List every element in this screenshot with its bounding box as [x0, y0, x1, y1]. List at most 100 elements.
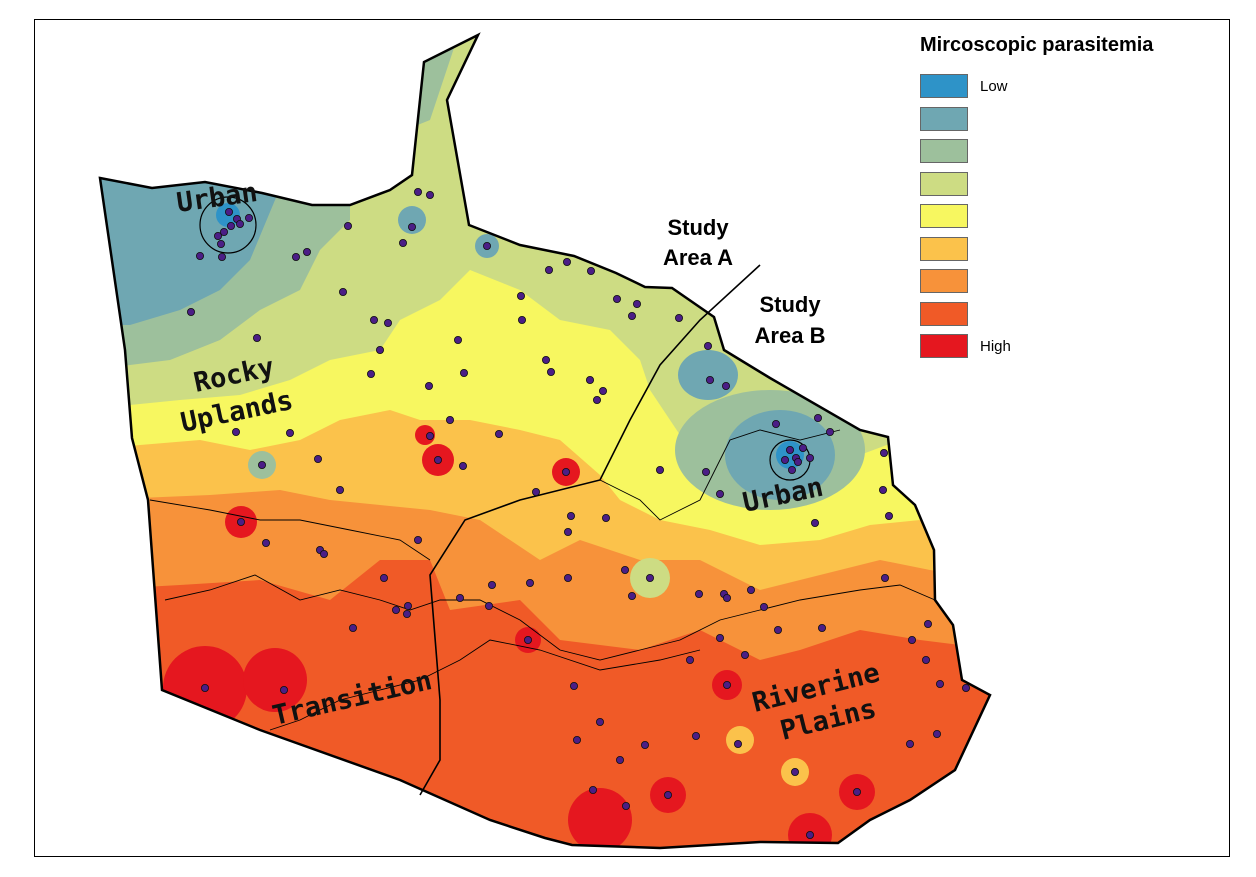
sample-point — [562, 467, 571, 476]
sample-point — [224, 207, 233, 216]
sample-point — [675, 313, 684, 322]
sample-point — [722, 381, 731, 390]
sample-point — [285, 428, 294, 437]
legend-swatch — [920, 139, 968, 163]
sample-point — [526, 579, 535, 588]
sample-point — [811, 519, 820, 528]
legend-class-1: Low — [920, 73, 1008, 99]
sample-point — [906, 740, 915, 749]
sample-point — [433, 455, 442, 464]
label-study-a-2: Area A — [663, 245, 733, 270]
sample-point — [586, 375, 595, 384]
sample-point — [599, 386, 608, 395]
label-study-b-1: Study — [759, 292, 821, 317]
sample-point — [383, 318, 392, 327]
sample-point — [279, 686, 288, 695]
sample-point — [407, 222, 416, 231]
sample-point — [302, 247, 311, 256]
sample-point — [686, 656, 695, 665]
sample-point — [564, 574, 573, 583]
sample-point — [924, 620, 933, 629]
sample-point — [257, 460, 266, 469]
sample-point — [747, 586, 756, 595]
label-study-a-1: Study — [667, 215, 729, 240]
sample-point — [252, 333, 261, 342]
sample-point — [723, 594, 732, 603]
sample-point — [217, 252, 226, 261]
sample-point — [628, 311, 637, 320]
sample-point — [236, 518, 245, 527]
legend-class-2 — [920, 106, 980, 132]
sample-point — [692, 732, 701, 741]
sample-point — [602, 514, 611, 523]
sample-point — [702, 467, 711, 476]
map-frame — [34, 19, 1230, 857]
sample-point — [291, 252, 300, 261]
sample-point — [563, 257, 572, 266]
sample-point — [774, 626, 783, 635]
sample-point — [760, 603, 769, 612]
sample-point — [622, 802, 631, 811]
sample-point — [706, 375, 715, 384]
sample-point — [589, 786, 598, 795]
sample-point — [880, 448, 889, 457]
legend-class-7 — [920, 268, 980, 294]
sample-point — [716, 634, 725, 643]
sample-point — [621, 566, 630, 575]
sample-point — [908, 636, 917, 645]
sample-point — [772, 419, 781, 428]
sample-point — [628, 592, 637, 601]
sample-point — [547, 367, 556, 376]
sample-point — [613, 294, 622, 303]
sample-point — [741, 651, 750, 660]
legend-label: High — [980, 337, 1011, 355]
sample-point — [375, 345, 384, 354]
sample-point — [799, 443, 808, 452]
sample-point — [338, 287, 347, 296]
sample-point — [213, 231, 222, 240]
legend-swatch — [920, 236, 968, 261]
legend-swatch — [920, 301, 968, 326]
sample-point — [458, 461, 467, 470]
sample-point — [962, 684, 971, 693]
sample-point — [794, 457, 803, 466]
sample-point — [413, 536, 422, 545]
sample-point — [494, 429, 503, 438]
sample-point — [244, 213, 253, 222]
sample-point — [786, 445, 795, 454]
legend-swatch — [920, 269, 968, 293]
sample-point — [459, 368, 468, 377]
sample-point — [664, 791, 673, 800]
surface-hotspot-blue-2 — [398, 206, 426, 234]
sample-point — [818, 624, 827, 633]
surface-hotspot-blue-1 — [678, 350, 738, 400]
sample-point — [545, 265, 554, 274]
zone-boundary-2 — [164, 574, 936, 661]
surface-hotspot-red-3 — [568, 788, 632, 848]
sample-point — [881, 574, 890, 583]
sample-point — [413, 187, 422, 196]
legend-class-8 — [920, 301, 980, 327]
sample-point — [231, 427, 240, 436]
sample-point — [641, 741, 650, 750]
sample-point — [235, 219, 244, 228]
sample-point — [487, 581, 496, 590]
surface-hotspot-orange-1 — [726, 726, 754, 754]
legend-class-9: High — [920, 333, 1011, 359]
sample-point — [402, 610, 411, 619]
legend-class-5 — [920, 203, 980, 229]
sample-point — [453, 335, 462, 344]
sample-point — [936, 680, 945, 689]
sample-points — [186, 187, 971, 840]
sample-point — [781, 455, 790, 464]
sample-point — [200, 684, 209, 693]
sample-point — [806, 831, 815, 840]
sample-point — [261, 539, 270, 548]
sample-point — [885, 512, 894, 521]
legend-swatch — [920, 74, 968, 98]
sample-point — [348, 624, 357, 633]
sample-point — [445, 415, 454, 424]
sample-point — [403, 602, 412, 611]
sample-point — [369, 315, 378, 324]
label-study-b-2: Area B — [755, 323, 826, 348]
